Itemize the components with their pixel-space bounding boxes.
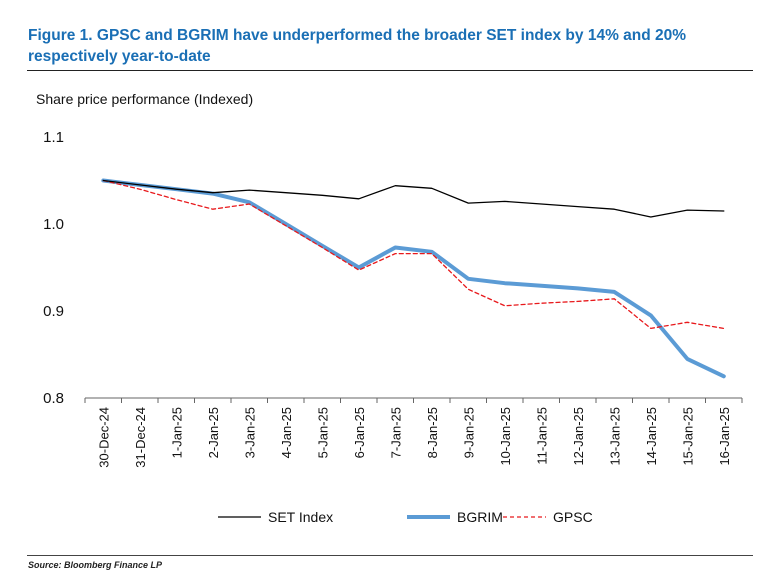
x-tick-label: 5-Jan-25 <box>315 407 330 458</box>
x-tick-label: 9-Jan-25 <box>461 407 476 458</box>
bottom-divider <box>27 555 753 556</box>
figure-title: Figure 1. GPSC and BGRIM have underperfo… <box>28 27 687 65</box>
x-tick-label: 10-Jan-25 <box>498 407 513 466</box>
legend: SET Index BGRIM GPSC <box>218 509 593 525</box>
series-lines <box>101 178 726 379</box>
y-tick-label: 1.0 <box>43 216 64 233</box>
x-tick-label: 3-Jan-25 <box>242 407 257 458</box>
title-divider <box>27 70 753 71</box>
series-line-bgrim <box>101 178 726 379</box>
x-tick-label: 11-Jan-25 <box>534 407 549 465</box>
axes: 0.8 0.9 1.0 1.1 30-Dec-24 31-Dec-24 1-Jan-25 2-… <box>43 129 743 468</box>
y-tick-label: 0.9 <box>43 303 64 320</box>
x-tick-label: 15-Jan-25 <box>680 407 695 466</box>
series-line-gpsc <box>102 179 725 330</box>
source-note: Source: Bloomberg Finance LP <box>28 560 163 570</box>
x-tick-label: 7-Jan-25 <box>388 407 403 458</box>
x-tick-label: 14-Jan-25 <box>644 407 659 466</box>
x-tick-label: 30-Dec-24 <box>96 407 111 468</box>
x-tick-label: 13-Jan-25 <box>607 407 622 466</box>
legend-label: BGRIM <box>457 509 503 525</box>
x-tick-label: 1-Jan-25 <box>169 407 184 458</box>
legend-label: SET Index <box>268 509 333 525</box>
x-tick-label: 6-Jan-25 <box>352 407 367 458</box>
y-tick-label: 0.8 <box>43 390 64 407</box>
legend-label: GPSC <box>553 509 593 525</box>
x-tick-label: 31-Dec-24 <box>133 407 148 468</box>
y-tick-label: 1.1 <box>43 129 64 146</box>
x-tick-label: 2-Jan-25 <box>206 407 221 458</box>
series-line-set-index <box>102 179 725 218</box>
x-tick-label: 12-Jan-25 <box>571 407 586 466</box>
y-axis-label: Share price performance (Indexed) <box>36 91 253 107</box>
x-tick-label: 4-Jan-25 <box>279 407 294 458</box>
x-tick-label: 16-Jan-25 <box>717 407 732 466</box>
x-tick-label: 8-Jan-25 <box>425 407 440 458</box>
